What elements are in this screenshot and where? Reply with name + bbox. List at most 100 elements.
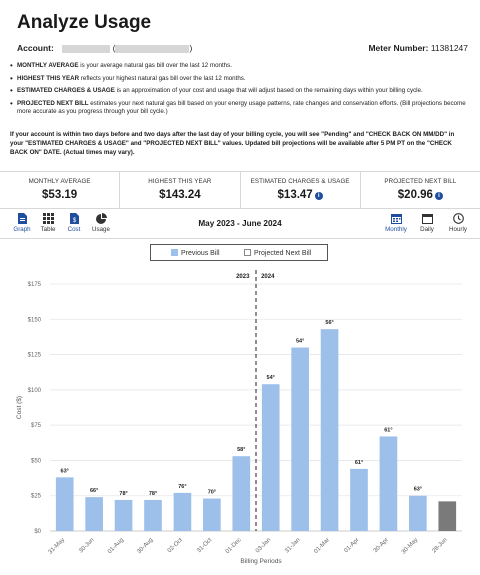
account-label: Account: (17, 43, 54, 53)
bar-previous-bill (409, 495, 427, 531)
stat-value: $143.24 (159, 189, 201, 201)
calendar-monthly-icon (390, 214, 402, 224)
temperature-label: 78° (149, 491, 157, 497)
definition-text: reflects your highest natural gas bill o… (79, 74, 246, 82)
stat-monthly-average: MONTHLY AVERAGE $53.19 (0, 172, 121, 208)
y-tick-label: $25 (31, 494, 42, 500)
bar-projected-next-bill (438, 501, 457, 531)
temperature-label: 61° (355, 460, 363, 466)
bar-previous-bill (144, 499, 162, 531)
definition-term: ESTIMATED CHARGES & USAGE (17, 87, 115, 95)
definition-text: estimates your next natural gas bill bas… (17, 99, 466, 116)
x-tick-label: 31-Jan (284, 537, 301, 554)
account-row: Account: () Meter Number: 11381247 (17, 43, 468, 55)
table-view-button[interactable]: Table (36, 213, 60, 233)
pending-notice: If your account is within two days befor… (10, 131, 455, 156)
paren-open: ( (112, 43, 116, 53)
stat-value-row: $13.47 i (241, 189, 360, 201)
meter-number: Meter Number: 11381247 (368, 43, 468, 53)
temperature-label: 54° (267, 375, 275, 381)
x-tick-label: 01-Apr (343, 537, 360, 554)
legend-projected[interactable]: Projected Next Bill (244, 249, 311, 257)
y-tick-label: $75 (31, 423, 42, 429)
stat-value: $13.47 (277, 189, 313, 201)
definition-item: PROJECTED NEXT BILL estimates your next … (10, 100, 466, 117)
cost-doc-icon: $ (69, 213, 79, 224)
usage-pie-icon (95, 213, 107, 224)
x-tick-label: 01-Aug (107, 537, 125, 555)
bar-previous-bill (261, 384, 280, 531)
page-title: Analyze Usage (17, 12, 152, 33)
calendar-daily-icon (421, 214, 433, 224)
legend-previous[interactable]: Previous Bill (171, 249, 220, 257)
bar-previous-bill (320, 329, 339, 531)
y-axis-label: Cost ($) (16, 396, 23, 419)
monthly-label: Monthly (385, 226, 407, 233)
bar-previous-bill (291, 347, 309, 531)
stat-label: ESTIMATED CHARGES & USAGE (250, 178, 350, 185)
temperature-label: 54° (296, 339, 304, 345)
x-tick-label: 30-Aug (136, 537, 154, 555)
temperature-label: 76° (178, 484, 186, 490)
bar-previous-bill (203, 498, 221, 531)
temperature-label: 70° (208, 490, 216, 496)
daily-view-button[interactable]: Daily (415, 213, 439, 233)
x-tick-label: 03-Jan (255, 537, 272, 554)
legend-swatch-previous (171, 249, 178, 256)
x-tick-label: 30-Jun (78, 537, 95, 554)
definition-text: is an approximation of your cost and usa… (114, 87, 423, 95)
x-tick-label: 28-Jun (431, 537, 448, 554)
hourly-view-button[interactable]: Hourly (446, 213, 470, 233)
meter-label: Meter Number: (368, 43, 429, 53)
usage-label: Usage (92, 226, 110, 233)
table-grid-icon (42, 213, 54, 224)
x-tick-label: 31-May (48, 537, 66, 555)
info-icon[interactable]: i (314, 192, 323, 200)
temperature-label: 63° (61, 468, 69, 474)
monthly-view-button[interactable]: Monthly (384, 213, 408, 233)
clock-icon (452, 213, 464, 224)
x-tick-label: 30-Apr (373, 537, 390, 554)
y-tick-label: $100 (28, 388, 42, 394)
stat-projected-next-bill: PROJECTED NEXT BILL $20.96 i (361, 172, 480, 208)
temperature-label: 56° (325, 320, 333, 326)
y-tick-label: $0 (34, 529, 41, 535)
legend-label: Projected Next Bill (254, 250, 312, 257)
chart-legend: Previous Bill Projected Next Bill (150, 244, 328, 261)
definitions-list: MONTHLY AVERAGE is your average natural … (10, 62, 466, 121)
y-tick-label: $50 (31, 458, 42, 464)
bar-previous-bill (114, 499, 133, 531)
bar-previous-bill (85, 497, 103, 531)
bar-previous-bill (379, 436, 398, 531)
stat-label: MONTHLY AVERAGE (28, 178, 91, 185)
cost-view-button[interactable]: $ Cost (62, 213, 86, 233)
year-label: 2023 (236, 274, 250, 280)
temperature-label: 66° (90, 488, 98, 494)
graph-view-button[interactable]: Graph (10, 213, 34, 233)
stat-label: HIGHEST THIS YEAR (148, 178, 212, 185)
legend-label: Previous Bill (181, 250, 220, 257)
hourly-label: Hourly (449, 226, 467, 233)
stat-value: $20.96 (397, 189, 433, 201)
stat-value-row: $20.96 i (361, 189, 480, 201)
cost-bar-chart: 2023 2024 $0 $25 $50 $75 $100 $125 $150 $175 Cost … (16, 270, 462, 565)
chart-toolbar: Graph Table $ Cost Usage May 2023 - June… (0, 209, 480, 239)
temperature-label: 78° (119, 491, 127, 497)
definition-text: is your average natural gas bill over th… (78, 62, 232, 69)
x-tick-label: 01-Mar (313, 537, 331, 555)
stat-estimated-charges: ESTIMATED CHARGES & USAGE $13.47 i (241, 172, 361, 208)
bar-previous-bill (55, 477, 74, 531)
stat-highest-this-year: HIGHEST THIS YEAR $143.24 (120, 172, 241, 208)
date-range: May 2023 - June 2024 (198, 219, 282, 228)
stat-label: PROJECTED NEXT BILL (384, 178, 457, 185)
usage-view-button[interactable]: Usage (89, 213, 113, 233)
daily-label: Daily (420, 226, 434, 233)
stat-value: $53.19 (42, 189, 78, 201)
y-tick-label: $175 (28, 282, 42, 288)
summary-stats: MONTHLY AVERAGE $53.19 HIGHEST THIS YEAR… (0, 171, 480, 209)
info-icon[interactable]: i (434, 192, 443, 200)
year-label: 2024 (261, 274, 275, 280)
x-tick-label: 30-May (401, 537, 419, 555)
legend-swatch-projected (244, 249, 251, 256)
